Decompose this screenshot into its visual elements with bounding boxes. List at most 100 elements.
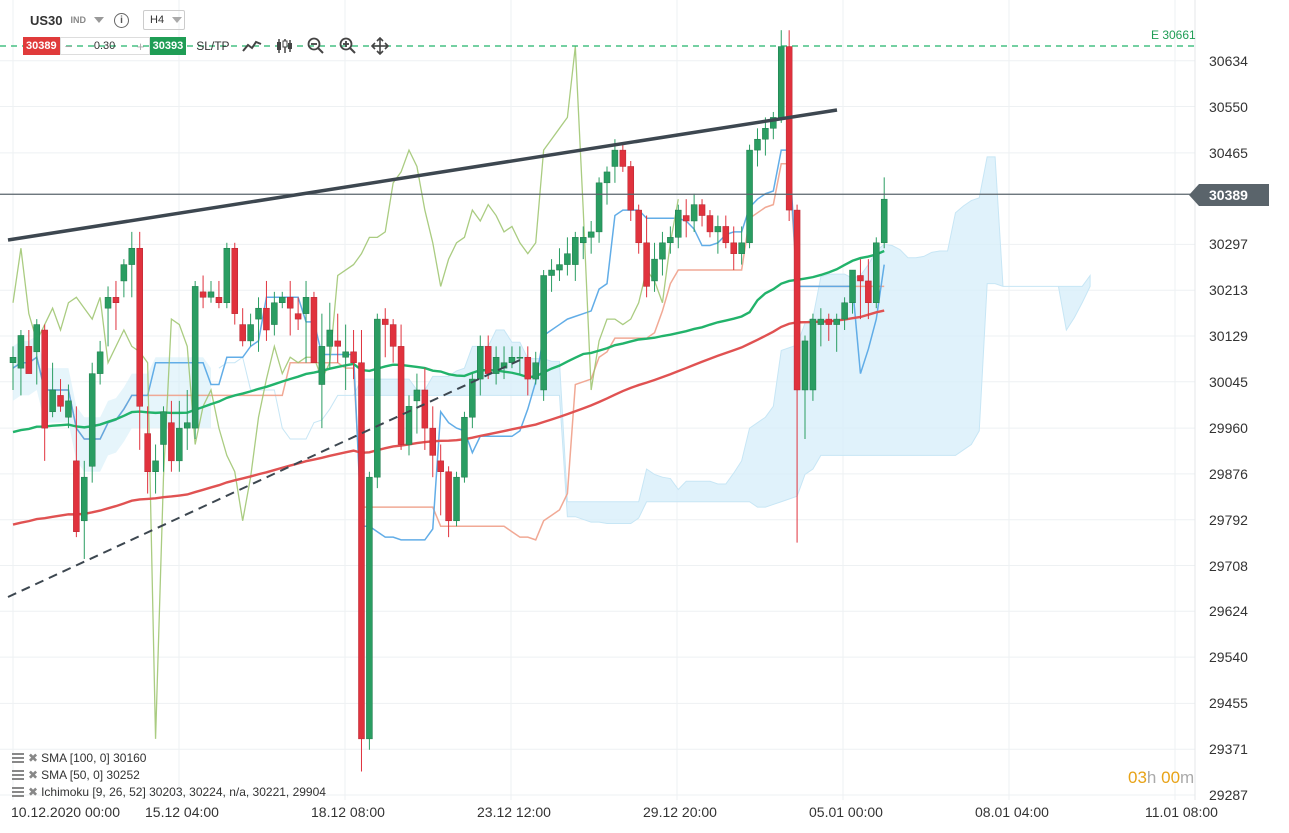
bear-candle [112,297,120,304]
resistance-trendline [7,108,838,242]
close-icon[interactable]: ✖ [28,751,39,765]
bear-candle [286,297,294,309]
chevron-down-icon [172,17,183,23]
zoom-out-icon[interactable] [306,36,326,56]
move-icon[interactable] [370,36,390,56]
drag-handle-icon[interactable] [12,787,24,797]
bull-candle [279,297,286,304]
buy-button[interactable]: 30393 [149,37,187,55]
price-tick-label: 29540 [1209,649,1248,666]
bull-candle [65,400,72,418]
bull-candle [342,351,349,358]
time-tick-label: 29.12 20:00 [643,804,717,820]
bull-candle [104,297,112,309]
sell-button[interactable]: 30389 [23,37,60,55]
bull-candle [770,117,777,129]
bear-candle [215,297,223,304]
bull-candle [461,416,468,478]
e-level-label: E 30661 [1151,28,1196,42]
drag-handle-icon[interactable] [12,753,24,763]
close-icon[interactable]: ✖ [28,785,39,799]
bull-candle [176,427,183,462]
timeframe-select[interactable]: H4 [143,10,186,30]
bear-candle [57,395,64,407]
time-tick-label: 23.12 12:00 [477,804,551,820]
bull-candle [777,46,785,118]
current-price-tag: 30389 [1189,184,1269,206]
candlesticks [9,30,888,772]
drawings [0,45,1195,598]
bear-candle [397,346,405,445]
bull-candle [746,149,753,244]
quantity-value[interactable]: 0.30 [93,40,116,52]
bull-candle [326,329,334,347]
sma100-line [12,309,885,526]
bear-candle [389,324,397,347]
countdown-hours: 03 [1128,768,1147,787]
bull-candle [572,237,579,265]
line-chart-icon[interactable] [241,36,262,56]
bear-candle [263,307,270,331]
symbol-name[interactable]: US30 [30,12,63,28]
price-tick-label: 29876 [1209,465,1248,482]
candles-icon[interactable] [274,36,294,56]
info-icon[interactable]: i [114,12,130,28]
bull-candle [556,264,563,271]
bear-candle [730,242,737,254]
bear-candle [857,275,864,282]
bull-candle [128,247,136,265]
bull-candle [160,411,167,445]
symbol-dropdown-icon[interactable] [94,17,105,23]
zoom-in-icon[interactable] [338,36,358,56]
drag-handle-icon[interactable] [12,770,24,780]
bear-candle [294,313,302,320]
tenkan-line [12,149,885,541]
plus-icon[interactable]: + [136,38,145,54]
bear-candle [682,215,690,222]
bear-candle [445,471,452,522]
bear-candle [25,346,33,374]
bear-candle [825,318,833,325]
bull-candle [754,138,761,151]
bull-candle [516,357,524,359]
price-tick-label: 29287 [1209,787,1248,803]
bull-candle [540,275,547,391]
price-tick-label: 30045 [1209,373,1248,390]
bull-candle [413,389,421,402]
time-tick-label: 08.01 04:00 [975,804,1049,820]
bear-candle [635,209,642,244]
bull-candle [611,149,619,167]
bull-candle [255,307,262,320]
bull-candle [841,302,848,320]
price-tick-label: 29624 [1209,603,1248,620]
bear-candle [334,340,341,347]
minus-icon[interactable]: − [64,38,73,54]
bull-candle [271,302,278,325]
time-tick-label: 11.01 08:00 [1145,804,1218,820]
bull-candle [223,247,231,304]
bear-candle [437,460,444,472]
ichimoku-cloud-area [13,335,211,472]
bull-candle [809,318,817,391]
bull-candle [738,242,745,254]
symbol-bar: US30 IND i H4 [30,9,186,31]
chikou-line [12,46,679,739]
bull-candle [603,171,611,184]
bull-candle [81,476,88,522]
bull-candle [469,378,476,418]
quantity-stepper[interactable]: − 0.30 + [59,37,150,55]
bull-candle [595,182,603,233]
bear-candle [429,427,437,456]
bull-candle [492,357,500,374]
countdown-hours-unit: h [1146,768,1157,787]
legend-sma100[interactable]: ✖ SMA [100, 0] 30160 [12,751,146,765]
legend-label: SMA [100, 0] 30160 [41,751,147,765]
bull-candle [96,351,104,374]
close-icon[interactable]: ✖ [28,768,39,782]
sltp-button[interactable]: SL/TP [196,39,230,53]
legend-sma50[interactable]: ✖ SMA [50, 0] 30252 [12,768,140,782]
bull-candle [579,237,587,244]
timeframe-value: H4 [150,14,165,26]
legend-ichimoku[interactable]: ✖ Ichimoku [9, 26, 52] 30203, 30224, n/a… [12,785,326,799]
